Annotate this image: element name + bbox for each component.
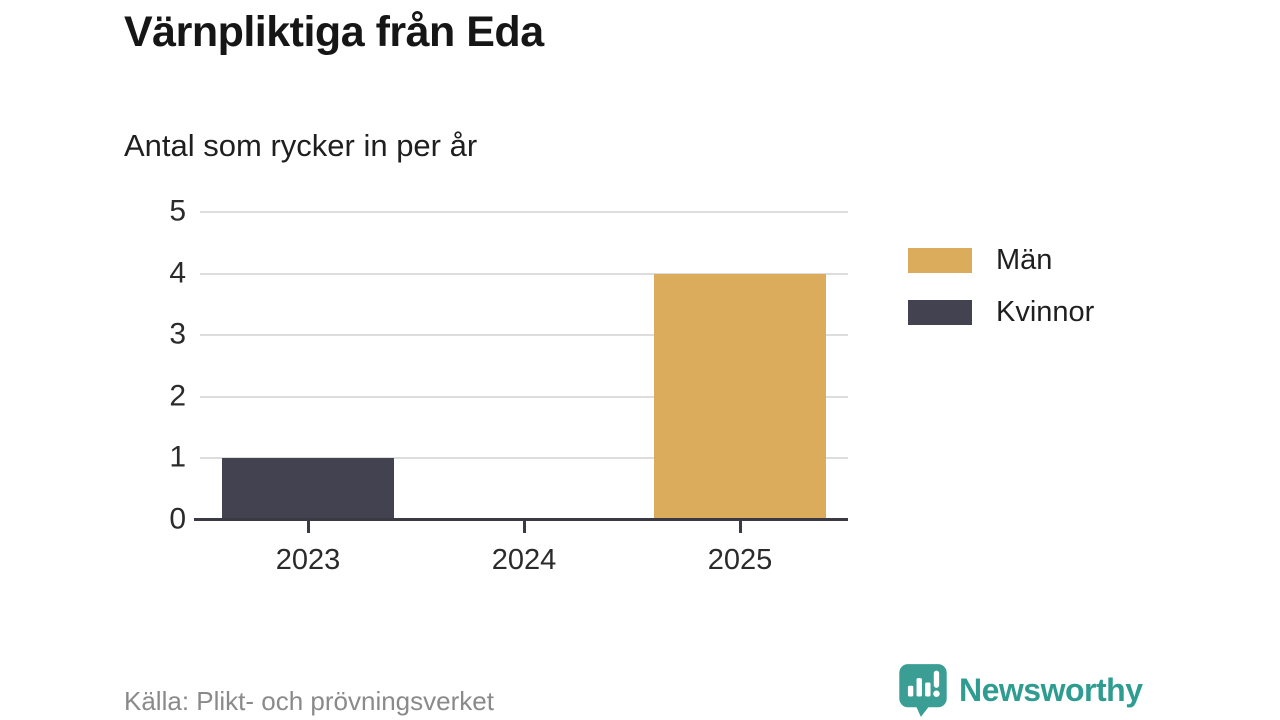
plot-area: 2023 2024 2025 <box>194 211 848 576</box>
y-tick-label-5: 5 <box>169 194 186 228</box>
chart-subtitle: Antal som rycker in per år <box>124 128 478 163</box>
brand-name: Newsworthy <box>959 671 1143 708</box>
x-tick-2023 <box>306 520 310 533</box>
x-tick-2024 <box>522 520 526 533</box>
x-tick-2025 <box>738 520 742 533</box>
legend-swatch-män <box>908 248 972 273</box>
y-tick-label-0: 0 <box>169 502 186 536</box>
x-tick-label-2025: 2025 <box>707 544 773 576</box>
y-tick-label-1: 1 <box>169 440 186 474</box>
y-tick-label-4: 4 <box>169 255 186 289</box>
legend: Män Kvinnor <box>908 244 1094 348</box>
legend-swatch-kvinnor <box>908 300 972 325</box>
gridline-y5 <box>200 211 848 213</box>
y-tick-label-3: 3 <box>169 317 186 351</box>
chart-title: Värnpliktiga från Eda <box>124 8 544 56</box>
y-tick-label-2: 2 <box>169 379 186 413</box>
x-axis-line <box>194 518 848 521</box>
y-axis-tick-labels: 0 1 2 3 4 5 <box>96 194 186 535</box>
gridline-y3 <box>200 334 848 337</box>
source-note: Källa: Plikt- och prövningsverket <box>124 686 494 716</box>
gridline-y4 <box>200 272 848 275</box>
brand-logo: Newsworthy <box>897 662 1143 718</box>
gridline-y1 <box>200 457 848 460</box>
x-tick-label-2024: 2024 <box>491 544 557 576</box>
bar-män-2025 <box>654 273 826 520</box>
x-tick-label-2023: 2023 <box>275 544 341 576</box>
legend-item-män: Män <box>908 244 1094 277</box>
bar-kvinnor-2023 <box>222 458 394 520</box>
legend-item-kvinnor: Kvinnor <box>908 296 1094 329</box>
newsworthy-speech-bubble-chart-icon <box>899 664 947 717</box>
gridline-y2 <box>200 395 848 398</box>
legend-label-män: Män <box>996 244 1053 276</box>
legend-label-kvinnor: Kvinnor <box>996 296 1095 328</box>
